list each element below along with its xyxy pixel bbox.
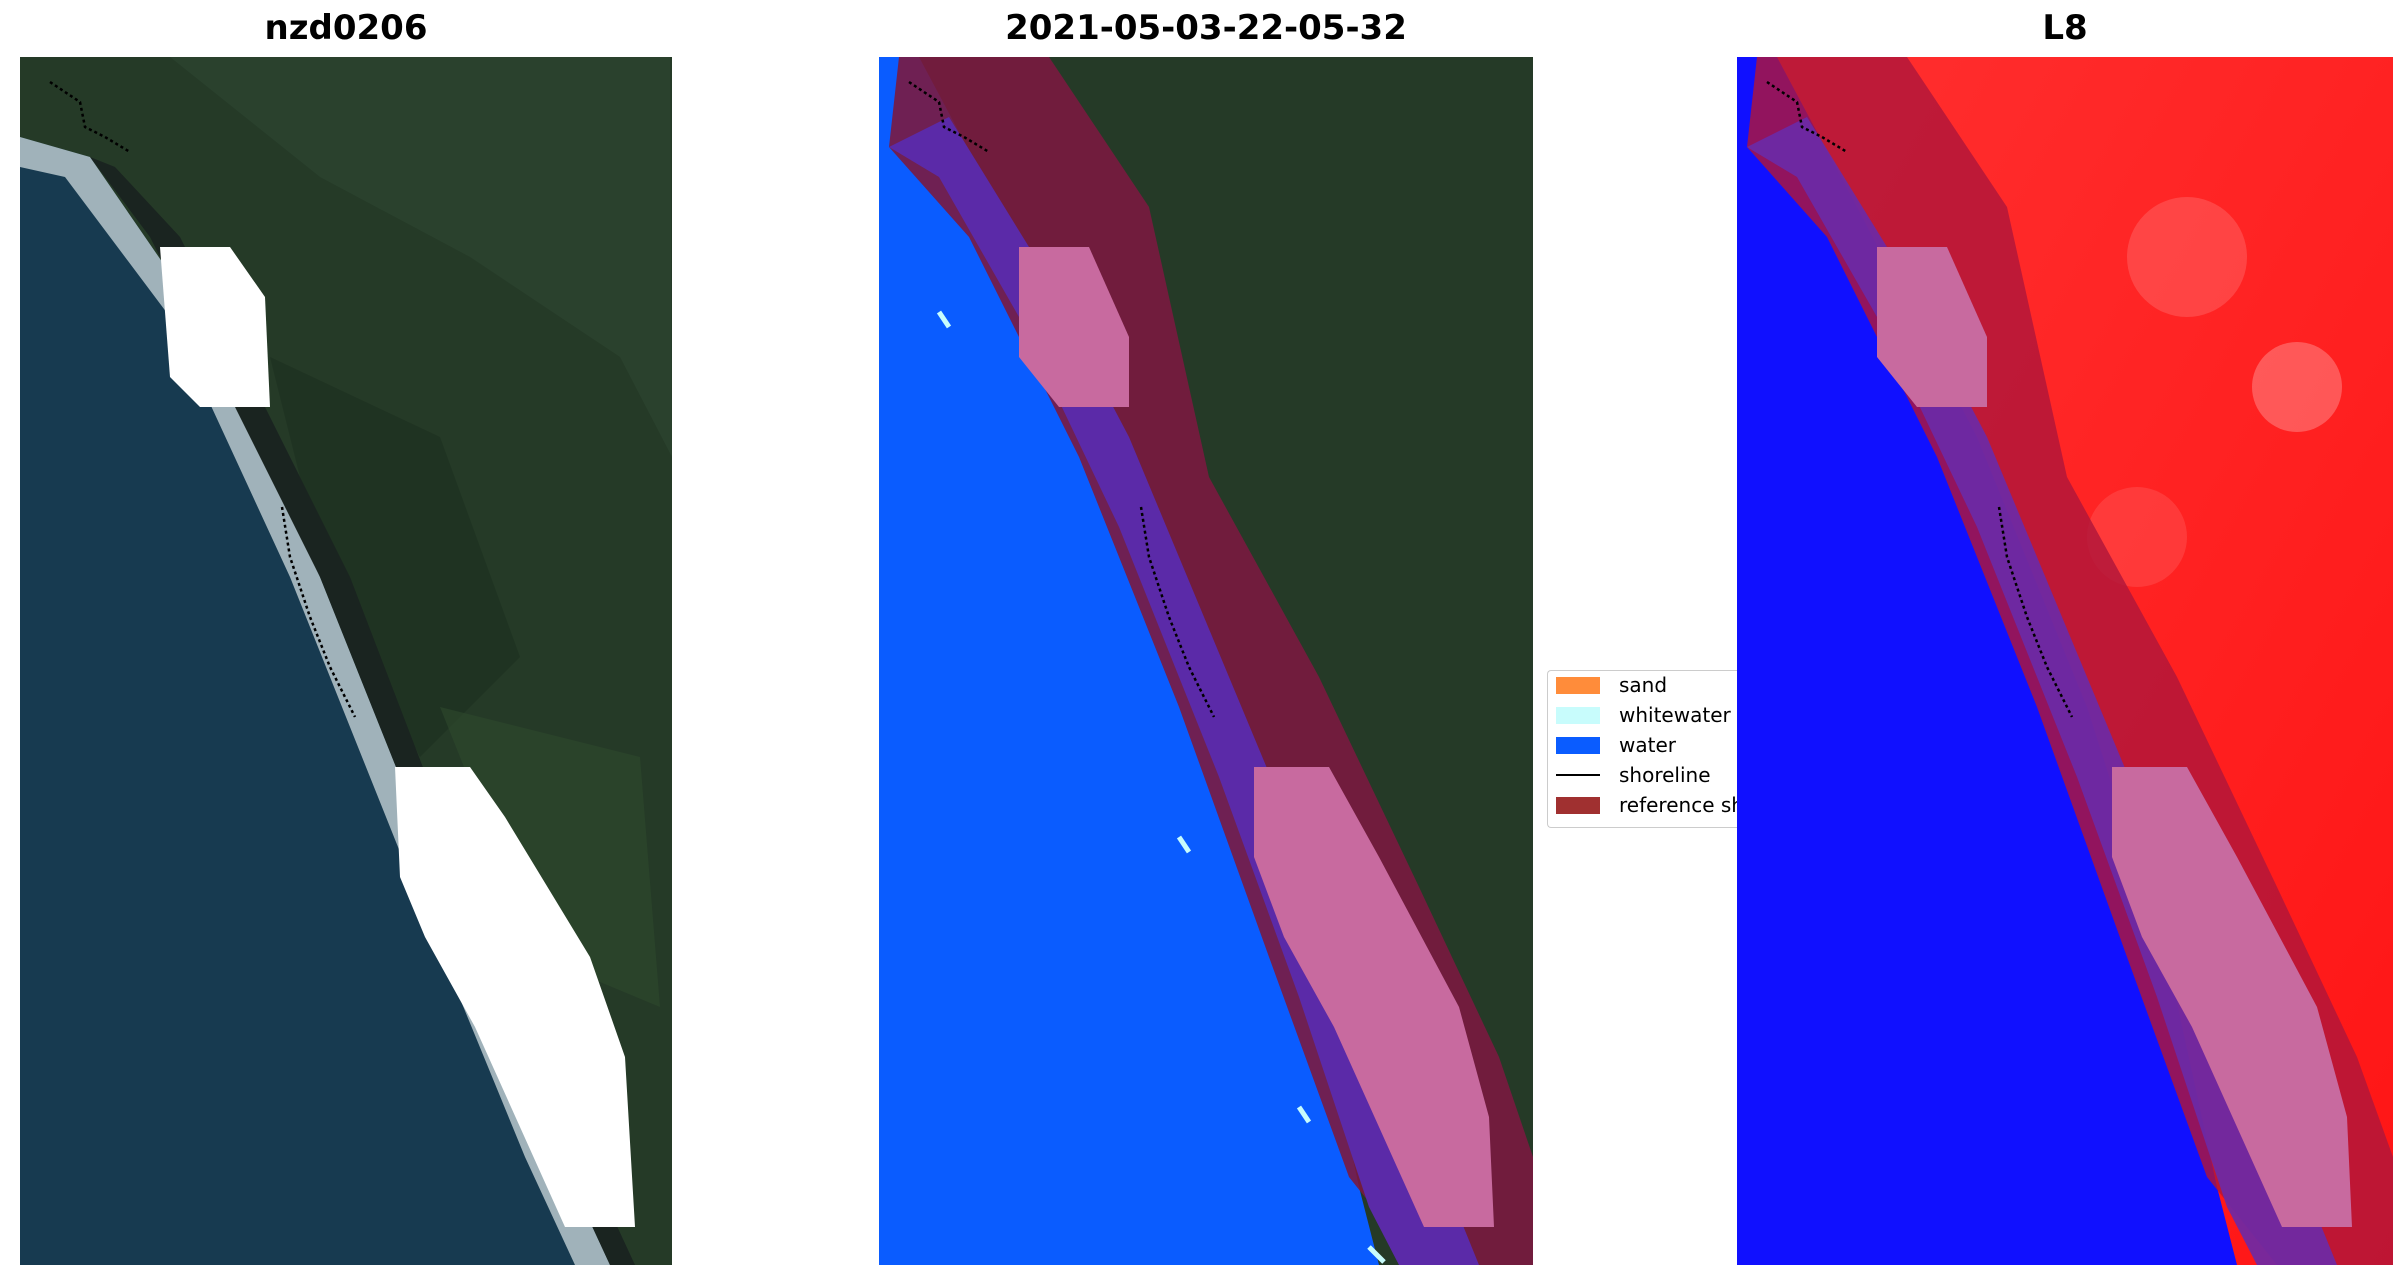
whitewater-class [1296,1105,1312,1124]
whitewater-class [936,310,952,329]
whitewater-class [1367,1245,1386,1264]
legend-label: shoreline [1619,763,1711,787]
land-texture [170,57,672,457]
legend-item-shoreline: shoreline [1556,763,1711,787]
legend-label: sand [1619,673,1668,697]
water-swatch [1556,736,1600,754]
legend-item-sand: sand [1556,673,1667,697]
detected-shoreline [1139,506,1216,718]
rgb-image-panel [20,57,672,1265]
index-variation [2252,342,2342,432]
legend-item-water: water [1556,733,1676,757]
legend-item-whitewater: whitewater [1556,703,1731,727]
detected-shoreline [908,80,990,154]
detected-shoreline [1997,506,2074,718]
legend-label: whitewater [1619,703,1731,727]
index-image [1737,57,2393,1265]
legend-label: reference shoreline buffer [1619,793,1737,817]
index-variation [2127,197,2247,317]
cloud-mask-overlay [1254,767,1494,1227]
index-panel [1737,57,2393,1265]
cloud-mask-overlay [2112,767,2352,1227]
panel-title-classification: 2021-05-03-22-05-32 [1005,8,1407,48]
shoreline-swatch [1556,774,1600,776]
whitewater-class [1176,835,1192,854]
legend-item-reference-buffer: reference shoreline buffer [1556,793,1737,817]
water-index-low [1737,57,2237,1265]
land-texture [270,357,520,757]
legend: sand whitewater water shoreline referenc… [1547,670,1737,828]
land-texture [440,707,660,1007]
cloud-mask-overlay [1877,247,1987,407]
water-class [879,57,1379,1265]
cloud-mask [395,767,635,1227]
sand-swatch [1556,676,1600,694]
cloud-mask [160,247,270,407]
classification-panel [879,57,1533,1265]
cloud-mask-overlay [1019,247,1129,407]
reference-buffer-swatch [1556,796,1600,814]
rgb-satellite-image [20,57,672,1265]
panel-title-rgb: nzd0206 [264,8,428,48]
detected-shoreline [280,506,357,718]
classification-image [879,57,1533,1265]
whitewater-swatch [1556,706,1600,724]
detected-shoreline [49,80,131,154]
detected-shoreline [1766,80,1848,154]
panel-title-index: L8 [2042,8,2088,48]
legend-label: water [1619,733,1676,757]
